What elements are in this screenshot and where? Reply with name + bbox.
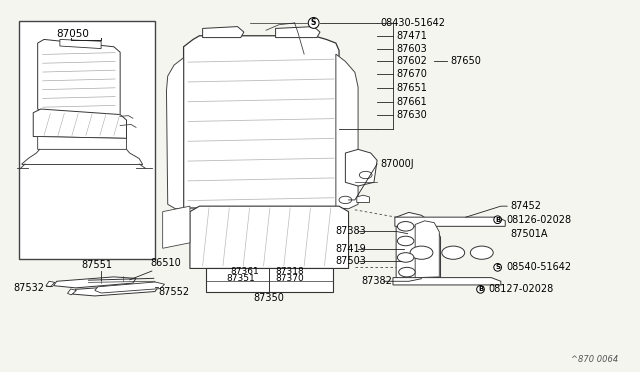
- Text: B: B: [495, 217, 500, 223]
- Polygon shape: [415, 221, 439, 278]
- Text: 87503: 87503: [336, 256, 367, 266]
- Circle shape: [442, 246, 465, 259]
- Text: 87050: 87050: [57, 29, 90, 39]
- Polygon shape: [72, 285, 158, 296]
- Text: 08127-02028: 08127-02028: [489, 284, 554, 294]
- Polygon shape: [206, 269, 333, 292]
- Text: 87501A: 87501A: [510, 229, 548, 238]
- Circle shape: [397, 222, 414, 231]
- Polygon shape: [46, 281, 55, 287]
- Text: 87670: 87670: [396, 69, 427, 79]
- Text: 87318: 87318: [276, 266, 305, 276]
- Polygon shape: [276, 26, 320, 38]
- Text: 08126-02028: 08126-02028: [506, 215, 571, 225]
- Text: 87351: 87351: [226, 274, 255, 283]
- Polygon shape: [346, 149, 377, 186]
- Text: 87532: 87532: [13, 283, 44, 293]
- Text: 87370: 87370: [276, 274, 305, 283]
- Text: 87000J: 87000J: [380, 159, 414, 169]
- Text: 87419: 87419: [336, 244, 367, 254]
- Circle shape: [410, 246, 433, 259]
- Polygon shape: [33, 109, 127, 138]
- Text: 87383: 87383: [336, 227, 367, 237]
- Polygon shape: [396, 212, 440, 279]
- Text: 87552: 87552: [158, 287, 189, 297]
- Polygon shape: [163, 206, 190, 248]
- Text: 87602: 87602: [396, 57, 427, 67]
- Circle shape: [397, 236, 414, 246]
- Polygon shape: [203, 26, 244, 38]
- Text: S: S: [495, 264, 500, 270]
- Text: B: B: [478, 286, 483, 292]
- Text: 86510: 86510: [150, 259, 180, 269]
- Polygon shape: [60, 39, 101, 49]
- Bar: [19, 21, 155, 259]
- Text: 08430-51642: 08430-51642: [380, 18, 445, 28]
- Circle shape: [397, 253, 414, 262]
- Circle shape: [359, 171, 372, 179]
- Polygon shape: [67, 289, 76, 295]
- Text: 87382: 87382: [361, 276, 392, 286]
- Polygon shape: [393, 278, 501, 285]
- Text: 87661: 87661: [396, 97, 427, 107]
- Polygon shape: [38, 39, 120, 117]
- Text: ^870 0064: ^870 0064: [571, 355, 618, 364]
- Circle shape: [339, 196, 352, 203]
- Text: 08540-51642: 08540-51642: [506, 262, 571, 272]
- Circle shape: [470, 246, 493, 259]
- Polygon shape: [395, 217, 505, 226]
- Text: 87651: 87651: [396, 83, 427, 93]
- Polygon shape: [54, 277, 136, 288]
- Polygon shape: [166, 58, 184, 209]
- Text: 87650: 87650: [450, 57, 481, 67]
- Text: 87630: 87630: [396, 110, 427, 120]
- Text: 87350: 87350: [254, 293, 285, 303]
- Circle shape: [399, 267, 415, 277]
- Text: 87471: 87471: [396, 31, 427, 41]
- Polygon shape: [184, 36, 339, 208]
- Text: 87361: 87361: [230, 266, 259, 276]
- Polygon shape: [190, 206, 349, 269]
- Text: 87452: 87452: [510, 201, 541, 211]
- Text: S: S: [311, 19, 316, 28]
- Polygon shape: [336, 54, 358, 209]
- Polygon shape: [356, 195, 369, 202]
- Polygon shape: [38, 137, 127, 149]
- Polygon shape: [95, 282, 164, 293]
- Text: 87551: 87551: [81, 260, 112, 270]
- Text: 87603: 87603: [396, 44, 427, 54]
